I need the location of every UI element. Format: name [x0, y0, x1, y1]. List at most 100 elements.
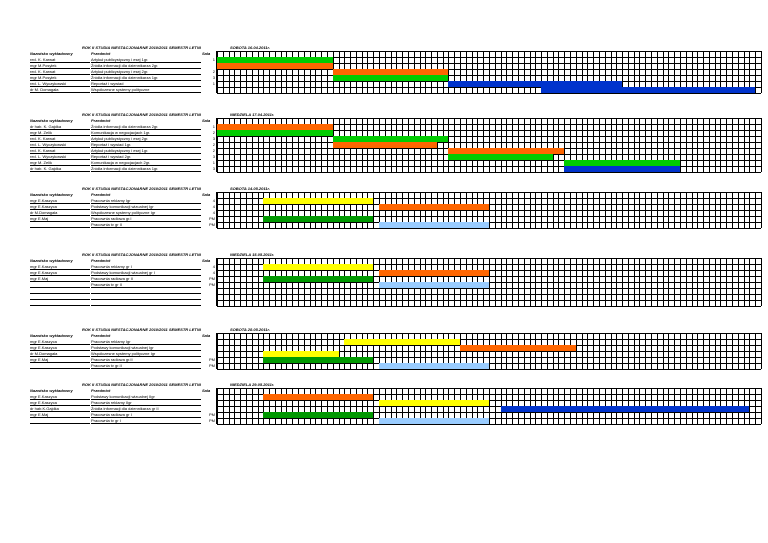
schedule-bar	[263, 412, 374, 418]
block-date: NIEDZIELA 17.04.2011r.	[230, 112, 275, 117]
grid-line	[575, 118, 577, 172]
grid-row-line	[217, 160, 761, 161]
grid-row-line	[217, 294, 761, 295]
schedule-bar	[448, 148, 565, 154]
table-row: mgr E.Maj Pracownia radiowa gr.I PM	[30, 216, 760, 222]
subject-cell: Pracownia tv gr I	[91, 418, 201, 424]
table-row: mgr M.Posyłek Źródła informacji dla dzien…	[30, 63, 760, 69]
grid-line	[500, 51, 502, 93]
block-title: ROK II STUDIA NIESTACJONARNE 2010/2011 S…	[82, 45, 201, 50]
schedule-bar	[379, 418, 489, 424]
table-row: dr hab. K. Gajdka Źródła informacji dla d…	[30, 166, 760, 172]
grid-line	[217, 51, 218, 93]
grid-line	[222, 51, 224, 93]
grid-row-line	[217, 351, 761, 352]
subject-cell: Pracownia radiowa gr I	[91, 412, 201, 418]
grid-row-line	[217, 258, 761, 259]
room-cell: PM	[209, 282, 215, 287]
subject-cell: Współczesne systemy polityczne	[91, 87, 201, 93]
grid-line	[616, 118, 618, 172]
subject-cell: Pracownia reklamy gr I	[91, 264, 201, 270]
grid-line	[274, 118, 276, 172]
schedule-bar	[217, 63, 333, 69]
grid-line	[570, 118, 572, 172]
grid-line	[593, 51, 595, 93]
subject-cell: Podstawy komunikacji wizualnej Igr	[91, 345, 201, 351]
grid-row-line	[217, 333, 761, 334]
grid-line	[546, 51, 548, 93]
grid-line	[755, 118, 757, 172]
grid-line	[494, 51, 496, 93]
grid-line	[448, 51, 450, 93]
grid-line	[309, 118, 311, 172]
header-room: Sala	[202, 192, 211, 197]
grid-row-line	[217, 142, 761, 143]
grid-line	[303, 51, 305, 93]
grid-line	[656, 118, 658, 172]
grid-row-line	[217, 192, 761, 193]
room-cell: PM	[209, 412, 215, 417]
grid-line	[755, 51, 757, 93]
timeline-grid	[216, 51, 762, 94]
subject-cell: Pracownia reklamy Igr	[91, 198, 201, 204]
table-row	[30, 288, 760, 294]
grid-line	[674, 51, 676, 93]
header-room: Sala	[202, 388, 211, 393]
grid-line	[280, 118, 282, 172]
grid-line	[234, 118, 236, 172]
lecturer-cell: mgr E.Maj	[30, 412, 90, 418]
table-row: mgr M. Zelik Komunikacja w negocjacjach 2…	[30, 160, 760, 166]
lecturer-cell: mgr E.Kaszyca	[30, 339, 90, 345]
table-row: mgr E.Kaszyca Podstawy komunikacji wizual…	[30, 394, 760, 400]
grid-row-line	[217, 222, 761, 223]
subject-cell: Pracownia radiowa gr.II	[91, 357, 201, 363]
lecturer-cell	[30, 363, 90, 369]
grid-row-line	[217, 339, 761, 340]
grid-line	[286, 118, 288, 172]
block-date: NIEDZIELA 29.05.2011r.	[230, 382, 275, 387]
timeline-grid	[216, 192, 762, 229]
grid-line	[679, 51, 681, 93]
grid-line	[251, 51, 253, 93]
table-row: red. K. Karwat Artykuł publicystyczny i e…	[30, 69, 760, 75]
lecturer-cell: mgr E.Kaszyca	[30, 264, 90, 270]
grid-line	[494, 118, 496, 172]
lecturer-cell	[30, 418, 90, 424]
grid-line	[228, 51, 230, 93]
schedule-bar	[379, 222, 489, 228]
room-cell	[202, 87, 216, 93]
header-lecturer: Nazwisko wykładowcy	[30, 118, 73, 123]
lecturer-cell: red. K. Karwat	[30, 148, 90, 154]
timeline-grid	[216, 118, 762, 173]
grid-line	[251, 118, 253, 172]
grid-line	[465, 118, 467, 172]
grid-line	[269, 51, 271, 93]
grid-line	[674, 118, 676, 172]
grid-line	[679, 118, 681, 172]
schedule-bar	[344, 339, 461, 345]
table-row: Pracownia tv gr.II PM	[30, 363, 760, 369]
grid-line	[298, 51, 300, 93]
grid-line	[240, 118, 242, 172]
header-room: Sala	[202, 118, 211, 123]
grid-row-line	[217, 369, 761, 370]
grid-row-line	[217, 418, 761, 419]
grid-line	[315, 118, 317, 172]
grid-line	[622, 51, 624, 93]
grid-line	[703, 118, 705, 172]
grid-line	[541, 118, 543, 172]
subject-cell: Artykuł publicystyczny i esej 1gr.	[91, 148, 201, 154]
grid-line	[714, 118, 716, 172]
grid-line	[471, 118, 473, 172]
grid-line	[691, 51, 693, 93]
room-cell: PM	[209, 222, 215, 227]
table-row: mgr E.Maj Pracownia radiowa gr II PM	[30, 276, 760, 282]
grid-line	[616, 51, 618, 93]
lecturer-cell: dr M. Domagała	[30, 87, 90, 93]
grid-line	[460, 51, 462, 93]
subject-cell: Źródła informacji dla dziennikarza 1gr.	[91, 166, 201, 172]
grid-line	[442, 118, 444, 172]
header-subject: Przedmiot	[91, 388, 111, 393]
grid-line	[703, 51, 705, 93]
lecturer-cell: mgr E.Maj	[30, 357, 90, 363]
